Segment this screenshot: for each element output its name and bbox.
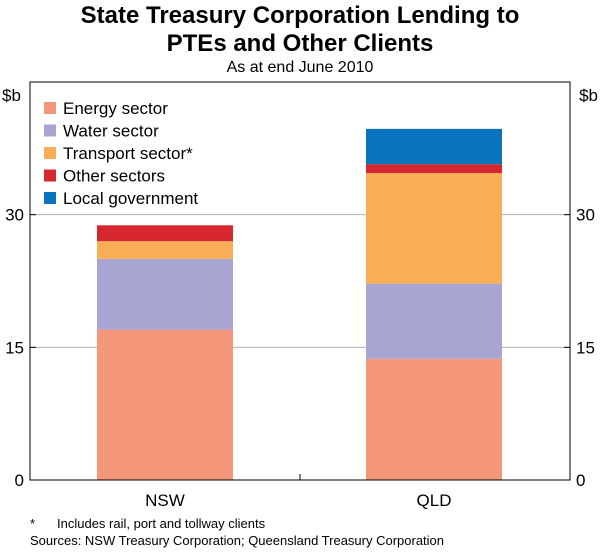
bar-segment [97, 241, 233, 259]
legend-label: Energy sector [63, 99, 168, 118]
y-tick-label-left: 0 [15, 471, 24, 490]
y-tick-label-left: 30 [5, 206, 24, 225]
bar-segment [366, 128, 502, 165]
bar-segment [97, 225, 233, 242]
legend-label: Local government [63, 189, 198, 208]
legend-swatch [44, 124, 56, 137]
x-tick-label: QLD [417, 491, 452, 510]
y-tick-label-right: 15 [576, 338, 595, 357]
bar-segment [366, 173, 502, 284]
y-axis-unit-right: $b [579, 86, 598, 105]
chart-title-line-2: PTEs and Other Clients [166, 30, 434, 57]
legend-swatch [44, 169, 56, 182]
footnote: * Includes rail, port and tollway clients [30, 516, 265, 532]
sources-note: Sources: NSW Treasury Corporation; Queen… [30, 533, 445, 548]
bar-segment [366, 283, 502, 359]
bar-segment [366, 164, 502, 174]
legend-label: Other sectors [63, 167, 165, 186]
legend-swatch [44, 147, 56, 159]
chart-subtitle: As at end June 2010 [226, 59, 374, 76]
y-tick-label-right: 30 [576, 206, 595, 225]
bar-segment [97, 258, 233, 330]
legend-swatch [44, 192, 56, 204]
legend-label: Transport sector* [63, 144, 193, 163]
bar-segment [366, 358, 502, 480]
legend-label: Water sector [63, 122, 159, 141]
footnote-text: Includes rail, port and tollway clients [57, 516, 266, 531]
footnote-marker: * [30, 516, 36, 531]
y-tick-label-left: 15 [5, 338, 24, 357]
y-tick-label-right: 0 [576, 471, 585, 490]
legend-swatch [44, 102, 56, 114]
chart-title-line-1: State Treasury Corporation Lending to [80, 2, 520, 29]
x-tick-label: NSW [145, 491, 185, 510]
y-axis-unit-left: $b [2, 86, 21, 105]
bar-segment [97, 329, 233, 480]
